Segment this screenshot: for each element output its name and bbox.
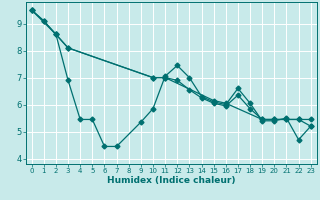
X-axis label: Humidex (Indice chaleur): Humidex (Indice chaleur) xyxy=(107,176,236,185)
